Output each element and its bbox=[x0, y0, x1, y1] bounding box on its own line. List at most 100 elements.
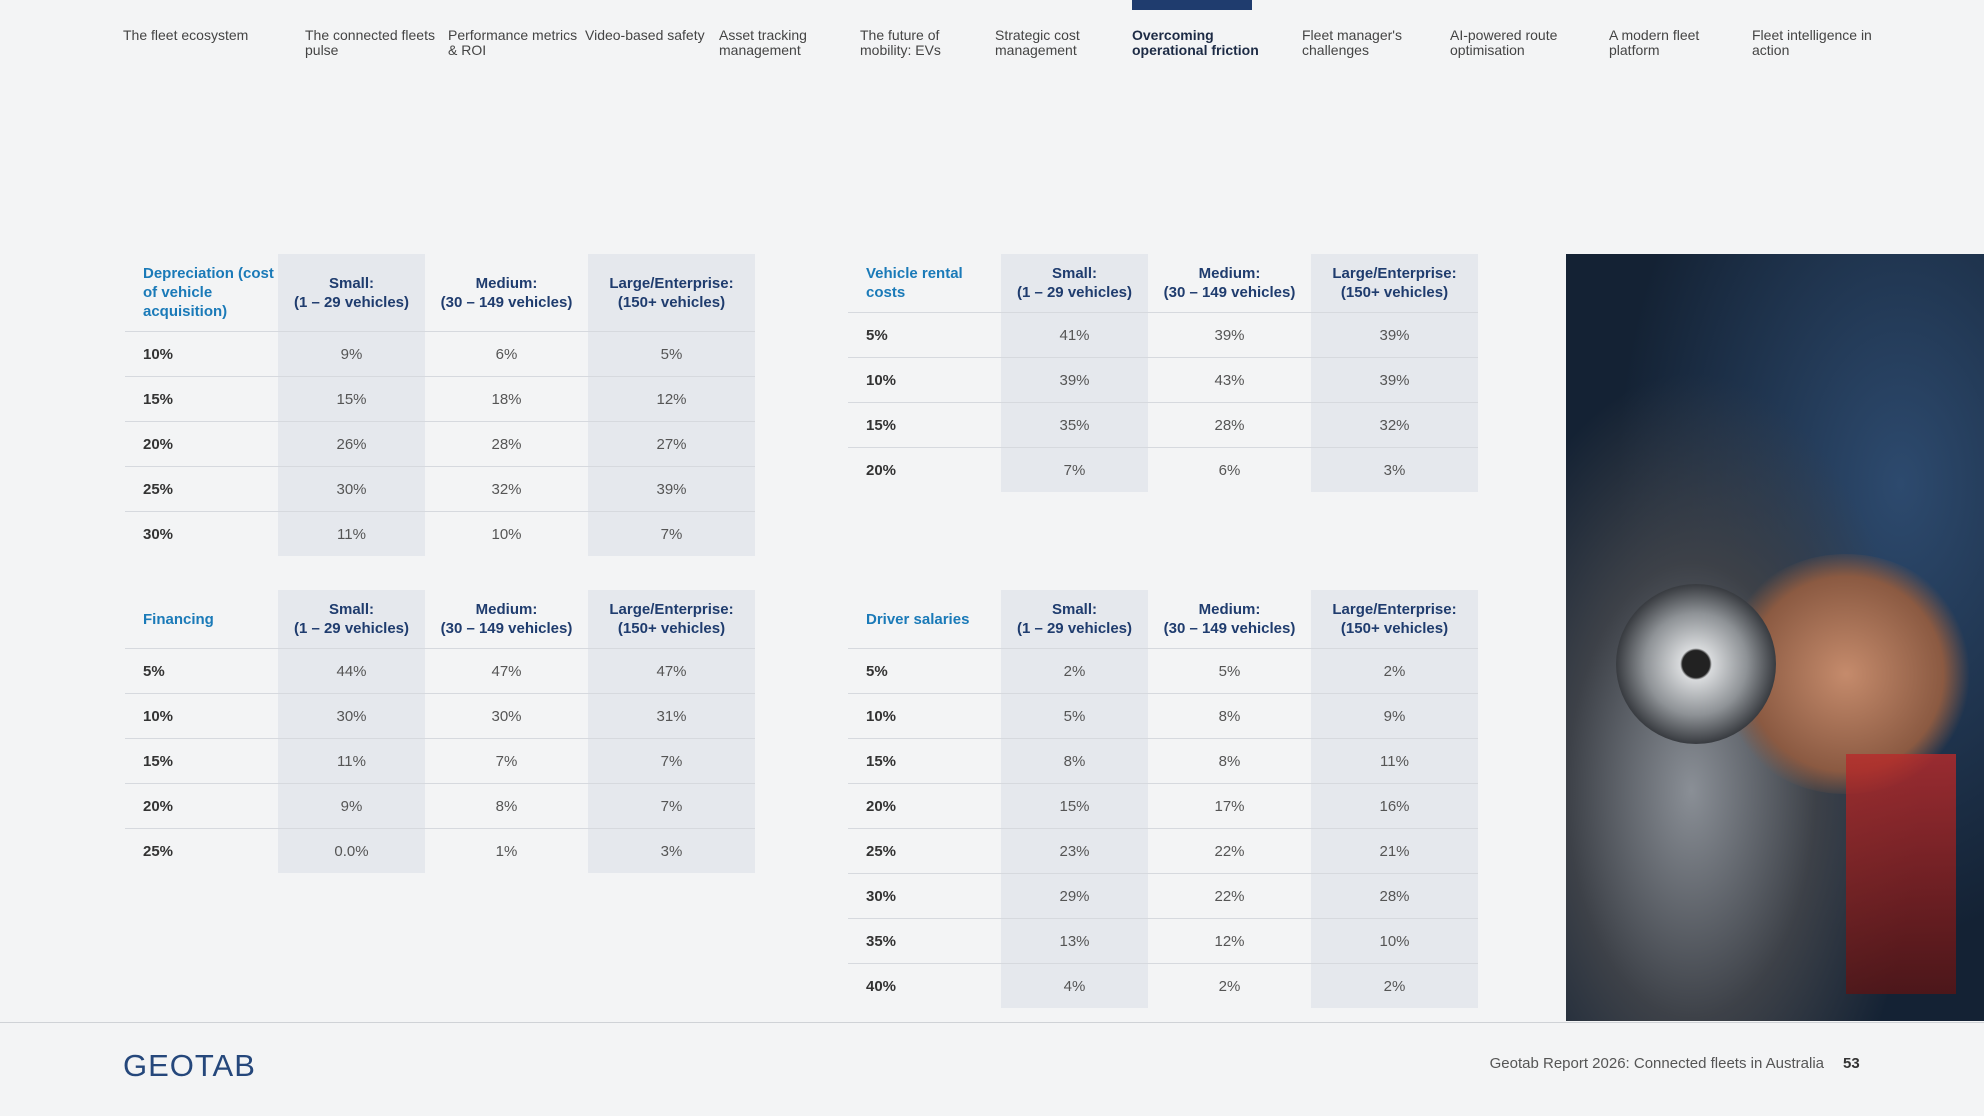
cell: 30% bbox=[278, 693, 425, 739]
cell: 23% bbox=[1001, 828, 1148, 874]
row-label: 35% bbox=[848, 918, 1001, 964]
row-label: 20% bbox=[125, 783, 278, 829]
column-header: Large/Enterprise: (150+ vehicles) bbox=[588, 590, 755, 649]
row-label: 5% bbox=[848, 312, 1001, 358]
cell: 2% bbox=[1311, 963, 1478, 1008]
cell: 27% bbox=[588, 421, 755, 467]
cell: 2% bbox=[1311, 648, 1478, 694]
cell: 11% bbox=[278, 738, 425, 784]
cell: 47% bbox=[588, 648, 755, 694]
nav-item[interactable]: The connected fleets pulse bbox=[305, 27, 435, 58]
data-table: Depreciation (cost of vehicle acquisitio… bbox=[125, 254, 755, 556]
table-title: Driver salaries bbox=[866, 610, 970, 628]
cell: 16% bbox=[1311, 783, 1478, 829]
table-title: Financing bbox=[143, 610, 214, 628]
column-header: Medium: (30 – 149 vehicles) bbox=[1163, 601, 1296, 637]
cell: 13% bbox=[1001, 918, 1148, 964]
nav-item[interactable]: The fleet ecosystem bbox=[123, 27, 249, 43]
footer-line bbox=[0, 1022, 1984, 1023]
table-row: 5% 44% 47% 47% bbox=[125, 648, 755, 694]
cell: 2% bbox=[1001, 648, 1148, 694]
table-row: 25% 23% 22% 21% bbox=[848, 828, 1478, 874]
nav-item[interactable]: A modern fleet platform bbox=[1609, 27, 1700, 58]
cell: 15% bbox=[1001, 783, 1148, 829]
table-row: 15% 8% 8% 11% bbox=[848, 738, 1478, 784]
cell: 9% bbox=[1311, 693, 1478, 739]
cell: 32% bbox=[425, 466, 588, 512]
table-row: 10% 9% 6% 5% bbox=[125, 331, 755, 377]
nav-item[interactable]: Fleet intelligence in action bbox=[1752, 27, 1872, 58]
cell: 7% bbox=[588, 738, 755, 784]
column-header: Small: (1 – 29 vehicles) bbox=[1001, 254, 1148, 313]
cell: 31% bbox=[588, 693, 755, 739]
nav-item[interactable]: AI-powered route optimisation bbox=[1450, 27, 1558, 58]
nav-item[interactable]: Asset tracking management bbox=[719, 27, 807, 58]
column-header: Medium: (30 – 149 vehicles) bbox=[440, 601, 573, 637]
cell: 8% bbox=[1148, 693, 1311, 739]
cell: 47% bbox=[425, 648, 588, 694]
column-header: Small: (1 – 29 vehicles) bbox=[278, 590, 425, 649]
cell: 26% bbox=[278, 421, 425, 467]
column-header: Medium: (30 – 149 vehicles) bbox=[1163, 265, 1296, 301]
data-table: Financing Small: (1 – 29 vehicles) Medium:… bbox=[125, 590, 755, 873]
cell: 11% bbox=[278, 511, 425, 556]
row-label: 10% bbox=[125, 693, 278, 739]
cell: 39% bbox=[1148, 312, 1311, 358]
nav-item[interactable]: Fleet manager's challenges bbox=[1302, 27, 1402, 58]
cell: 12% bbox=[588, 376, 755, 422]
cell: 10% bbox=[425, 511, 588, 556]
table-row: 5% 2% 5% 2% bbox=[848, 648, 1478, 694]
table-row: 10% 30% 30% 31% bbox=[125, 693, 755, 739]
table-title: Vehicle rental costs bbox=[866, 265, 963, 301]
cell: 5% bbox=[588, 331, 755, 377]
nav-item[interactable]: The future of mobility: EVs bbox=[860, 27, 941, 58]
cell: 8% bbox=[425, 783, 588, 829]
cell: 7% bbox=[425, 738, 588, 784]
header-row: Depreciation (cost of vehicle acquisitio… bbox=[125, 254, 755, 332]
nav-item[interactable]: Overcoming operational friction bbox=[1132, 27, 1259, 58]
cell: 8% bbox=[1148, 738, 1311, 784]
table-row: 25% 30% 32% 39% bbox=[125, 466, 755, 512]
cell: 28% bbox=[425, 421, 588, 467]
row-label: 10% bbox=[125, 331, 278, 377]
table-row: 20% 7% 6% 3% bbox=[848, 447, 1478, 492]
header-row: Driver salaries Small: (1 – 29 vehicles) M… bbox=[848, 590, 1478, 649]
row-label: 30% bbox=[848, 873, 1001, 919]
cell: 6% bbox=[425, 331, 588, 377]
row-label: 15% bbox=[125, 738, 278, 784]
nav-item[interactable]: Video-based safety bbox=[585, 27, 705, 43]
engine-pulley bbox=[1616, 584, 1776, 744]
cell: 0.0% bbox=[278, 828, 425, 873]
column-header: Large/Enterprise: (150+ vehicles) bbox=[1311, 254, 1478, 313]
row-label: 30% bbox=[125, 511, 278, 556]
row-label: 15% bbox=[848, 738, 1001, 784]
footer-text: Geotab Report 2026: Connected fleets in … bbox=[1489, 1055, 1824, 1072]
cell: 9% bbox=[278, 331, 425, 377]
nav-item[interactable]: Strategic cost management bbox=[995, 27, 1080, 58]
nav-active-bar bbox=[1132, 0, 1252, 10]
cell: 39% bbox=[1311, 312, 1478, 358]
table-row: 15% 35% 28% 32% bbox=[848, 402, 1478, 448]
cell: 43% bbox=[1148, 357, 1311, 403]
header-row: Vehicle rental costs Small: (1 – 29 vehic… bbox=[848, 254, 1478, 313]
table-row: 40% 4% 2% 2% bbox=[848, 963, 1478, 1008]
cell: 30% bbox=[425, 693, 588, 739]
row-label: 20% bbox=[848, 447, 1001, 492]
table-row: 20% 26% 28% 27% bbox=[125, 421, 755, 467]
row-label: 5% bbox=[125, 648, 278, 694]
cell: 28% bbox=[1311, 873, 1478, 919]
cell: 6% bbox=[1148, 447, 1311, 492]
row-label: 20% bbox=[848, 783, 1001, 829]
cell: 8% bbox=[1001, 738, 1148, 784]
cell: 17% bbox=[1148, 783, 1311, 829]
cell: 29% bbox=[1001, 873, 1148, 919]
cell: 10% bbox=[1311, 918, 1478, 964]
cell: 15% bbox=[278, 376, 425, 422]
data-table: Driver salaries Small: (1 – 29 vehicles) M… bbox=[848, 590, 1478, 1008]
cell: 30% bbox=[278, 466, 425, 512]
cell: 35% bbox=[1001, 402, 1148, 448]
cell: 32% bbox=[1311, 402, 1478, 448]
table-row: 35% 13% 12% 10% bbox=[848, 918, 1478, 964]
nav-item[interactable]: Performance metrics & ROI bbox=[448, 27, 578, 58]
